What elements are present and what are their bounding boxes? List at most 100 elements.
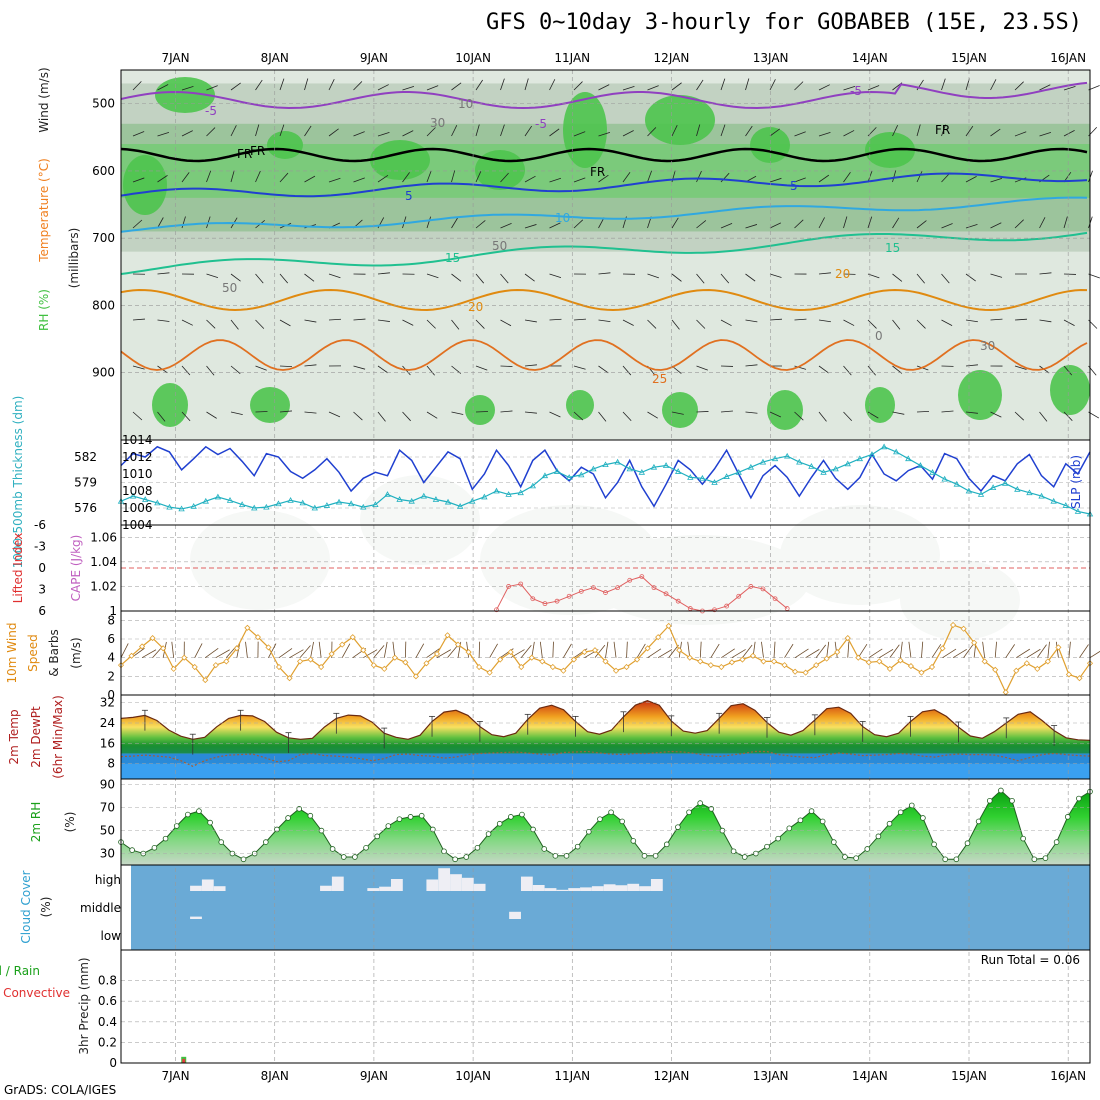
top-date-label: 10JAN	[455, 51, 491, 65]
wind-barb	[181, 365, 191, 376]
y-tick-label: 900	[92, 366, 115, 380]
rh-marker	[218, 839, 225, 845]
wind-barb	[132, 219, 143, 229]
wind-barb	[181, 172, 190, 183]
wind-barb	[843, 86, 856, 91]
rh-marker	[1031, 856, 1038, 863]
wind-barb	[157, 319, 170, 322]
contour-label: 10	[555, 211, 570, 225]
cloud-bar	[438, 868, 451, 891]
thickness-marker	[796, 458, 803, 465]
wind-barb	[1026, 648, 1041, 659]
thickness-marker	[674, 468, 682, 474]
wind-barb	[745, 364, 758, 367]
wind-barb	[304, 273, 315, 282]
wind-barb	[268, 643, 277, 658]
wind-speed-marker	[181, 654, 188, 661]
rh-marker	[207, 819, 213, 826]
contour-label: -5	[205, 104, 217, 118]
wind-barb	[622, 130, 634, 137]
cloud-bar	[190, 916, 202, 919]
wind-speed-marker	[286, 675, 293, 682]
rh-marker	[775, 835, 781, 842]
wind-speed-marker	[697, 658, 704, 665]
rh-marker	[942, 856, 949, 863]
wind-barb	[818, 84, 830, 91]
wind-speed-marker	[781, 662, 788, 669]
wind-barb	[990, 128, 1001, 137]
wind-barb	[892, 273, 903, 282]
thickness-marker	[1050, 497, 1057, 504]
wind-barb	[965, 411, 978, 414]
wind-barb	[818, 411, 827, 422]
thickness-marker	[905, 455, 912, 462]
wind-barb	[206, 85, 218, 91]
moist-region	[250, 387, 290, 423]
cloud-bar	[201, 879, 214, 891]
wind-barb	[745, 224, 758, 229]
wind-barb	[720, 172, 730, 183]
wind-speed-marker	[644, 645, 651, 652]
y-tick-label: 500	[92, 97, 115, 111]
wind-barb	[982, 641, 986, 658]
cloud-bar	[509, 911, 521, 919]
y-tick-label: 600	[92, 164, 115, 178]
thickness-marker	[565, 474, 573, 480]
thickness-marker	[372, 501, 379, 507]
wind-speed-marker	[360, 647, 367, 654]
wind-speed-marker	[602, 658, 609, 665]
cloud-bar	[520, 876, 533, 891]
wind-barb	[500, 124, 505, 137]
rh-marker	[831, 839, 837, 845]
wind-barb	[181, 319, 193, 326]
wind-barb	[1039, 217, 1046, 229]
wind-speed-marker	[707, 662, 714, 669]
wind-barb	[426, 170, 432, 183]
thickness-marker	[360, 503, 367, 510]
wind-barb	[879, 649, 894, 659]
temp-tick-label: 8	[107, 757, 115, 771]
wind-barb	[892, 124, 899, 137]
thickness-marker	[142, 496, 149, 502]
moist-region	[155, 77, 215, 113]
credit-label: GrADS: COLA/IGES	[4, 1083, 117, 1097]
wind-speed-marker	[223, 658, 230, 665]
rh-marker	[1042, 855, 1049, 861]
precip-tick-label: 0.2	[98, 1035, 117, 1049]
temp-contour-5	[120, 172, 1088, 198]
wind-barb	[843, 216, 848, 229]
wind-barb	[990, 79, 997, 91]
cape-marker	[627, 577, 633, 583]
wind-barb	[447, 645, 459, 658]
moist-region	[1050, 365, 1090, 415]
thickness-tick-label: 579	[74, 476, 97, 490]
wind-barb	[341, 643, 351, 658]
moist-region	[370, 140, 430, 180]
contour-label: FR	[250, 144, 265, 158]
wind-barb	[721, 648, 735, 659]
contour-label: 5	[790, 179, 798, 193]
top-axis-label: RH (%)	[37, 289, 51, 331]
thickness-marker	[844, 460, 851, 467]
cape-marker	[530, 596, 536, 602]
rh-marker	[329, 846, 336, 852]
lifted-tick-label: 0	[38, 561, 46, 575]
wind-barb	[1039, 272, 1052, 275]
wind-barb	[696, 273, 705, 284]
wind-barb	[1014, 365, 1027, 370]
thickness-marker	[808, 463, 815, 469]
bottom-date-label: 10JAN	[455, 1069, 491, 1083]
wind-barb	[598, 174, 609, 183]
moist-region	[662, 392, 698, 428]
wind-barb	[696, 220, 707, 229]
contour-label: 30	[980, 339, 995, 353]
rh-marker	[363, 844, 369, 851]
panel-frame	[120, 949, 1091, 1064]
wind-barb	[230, 273, 241, 282]
wind-barb	[132, 318, 145, 321]
wind-speed-marker	[1055, 644, 1062, 651]
wind-speed-marker	[634, 656, 641, 663]
rh-marker	[641, 853, 648, 859]
rh-marker	[608, 809, 614, 816]
wind-barb	[230, 319, 239, 330]
